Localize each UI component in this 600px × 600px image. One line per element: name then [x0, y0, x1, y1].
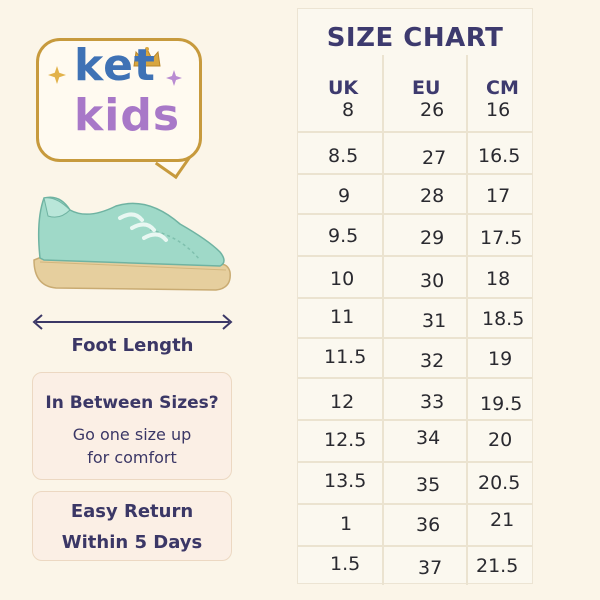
cell-uk: 10 — [330, 268, 355, 290]
column-header-uk: UK — [328, 77, 359, 99]
row-divider — [298, 461, 532, 463]
sneaker-icon — [33, 196, 231, 291]
between-sizes-title: In Between Sizes? — [45, 393, 219, 413]
cell-uk: 8 — [342, 99, 355, 121]
cell-uk: 9 — [338, 185, 351, 207]
cell-cm: 18 — [486, 268, 511, 290]
cell-cm: 18.5 — [482, 308, 525, 330]
easy-return-line-1: Easy Return — [70, 501, 194, 522]
logo-text-kids: kids — [74, 90, 181, 141]
crown-icon — [133, 47, 161, 67]
cell-eu: 27 — [422, 147, 447, 169]
row-divider — [298, 503, 532, 505]
cell-eu: 32 — [420, 350, 445, 372]
cell-cm: 20.5 — [478, 472, 521, 494]
cell-eu: 29 — [420, 227, 445, 249]
cell-uk: 8.5 — [328, 145, 359, 167]
cell-cm: 20 — [488, 429, 513, 451]
double-arrow-icon — [32, 314, 233, 330]
cell-cm: 16.5 — [478, 145, 521, 167]
size-chart: SIZE CHART UK EU CM 8 26 16 8.5 27 16.5 … — [297, 8, 533, 585]
row-divider — [298, 337, 532, 339]
cell-eu: 33 — [420, 391, 445, 413]
cell-uk: 9.5 — [328, 225, 359, 247]
cell-eu: 34 — [416, 427, 441, 449]
row-divider — [298, 131, 532, 133]
row-divider — [298, 297, 532, 299]
cell-cm: 19 — [488, 348, 513, 370]
column-divider — [382, 55, 384, 585]
row-divider — [298, 173, 532, 175]
cell-cm: 16 — [486, 99, 511, 121]
sparkle-icon — [166, 70, 182, 86]
foot-length-label: Foot Length — [71, 335, 194, 356]
cell-uk: 12.5 — [324, 429, 367, 451]
logo-bubble — [36, 38, 202, 162]
between-sizes-line-1: Go one size up — [72, 425, 192, 444]
easy-return-box: Easy Return Within 5 Days — [32, 491, 232, 561]
row-divider — [298, 377, 532, 379]
cell-uk: 1 — [340, 513, 353, 535]
cell-cm: 21.5 — [476, 555, 519, 577]
easy-return-line-2: Within 5 Days — [61, 532, 203, 553]
cell-eu: 36 — [416, 514, 441, 536]
cell-eu: 31 — [422, 310, 447, 332]
column-divider — [466, 55, 468, 585]
cell-uk: 11.5 — [324, 346, 367, 368]
cell-uk: 1.5 — [330, 553, 361, 575]
size-chart-title: SIZE CHART — [326, 23, 504, 53]
between-sizes-line-2: for comfort — [87, 448, 177, 467]
cell-eu: 35 — [416, 474, 441, 496]
cell-eu: 37 — [418, 557, 443, 579]
cell-cm: 21 — [490, 509, 515, 531]
cell-eu: 26 — [420, 99, 445, 121]
cell-eu: 28 — [420, 185, 445, 207]
sparkle-icon — [48, 66, 66, 84]
column-header-cm: CM — [486, 77, 519, 99]
cell-cm: 17 — [486, 185, 511, 207]
logo-text-ket: ket — [74, 40, 156, 91]
cell-uk: 13.5 — [324, 470, 367, 492]
between-sizes-box: In Between Sizes? Go one size up for com… — [32, 372, 232, 480]
row-divider — [298, 255, 532, 257]
cell-cm: 17.5 — [480, 227, 523, 249]
cell-cm: 19.5 — [480, 393, 523, 415]
row-divider — [298, 419, 532, 421]
cell-uk: 11 — [330, 306, 355, 328]
row-divider — [298, 545, 532, 547]
cell-eu: 30 — [420, 270, 445, 292]
column-header-eu: EU — [412, 77, 441, 99]
row-divider — [298, 213, 532, 215]
cell-uk: 12 — [330, 391, 355, 413]
